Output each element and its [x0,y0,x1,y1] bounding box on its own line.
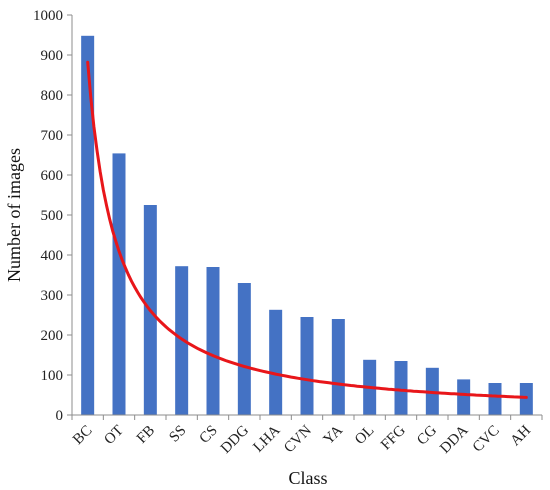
y-tick-label: 100 [41,368,64,384]
x-tick-label: FFG [378,422,409,453]
bar-ot [112,153,126,415]
bar-dda [457,379,471,415]
y-tick-label: 700 [41,128,64,144]
x-axis-title: Class [288,468,327,488]
y-tick-label: 200 [41,328,64,344]
y-tick-label: 1000 [33,8,63,24]
y-tick-label: 0 [56,408,64,424]
y-tick-label: 500 [41,208,64,224]
y-tick-label: 300 [41,288,64,304]
y-tick-label: 900 [41,48,64,64]
y-axis: 0 100 200 300 400 500 600 700 800 900 1000 [33,8,73,424]
x-tick-label: FB [134,423,158,447]
power-trendline [86,60,528,399]
y-tick-label: 400 [41,248,64,264]
y-tick-label: 600 [41,168,64,184]
bars [81,35,533,416]
x-tick-label: OL [352,423,377,448]
bar-ffg [394,361,408,415]
x-tick-label: DDA [437,422,471,456]
bar-cvc [488,383,502,415]
bar-ddg [237,283,251,415]
x-tick-label: CVN [281,422,315,456]
bar-cs [206,267,220,415]
y-tick-label: 800 [41,88,64,104]
x-tick-label: LHA [250,422,283,455]
x-tick-label: OT [101,423,126,448]
x-tick-label: CVC [470,423,503,456]
x-tick-label: YA [321,422,347,448]
bar-cvn [300,317,314,415]
bar-ah [519,383,533,415]
bar-lha [269,309,283,415]
x-tick-label: CG [414,422,440,448]
x-tick-label: BC [70,423,95,448]
y-axis-title: Number of images [4,148,24,282]
x-tick-label: SS [166,423,189,446]
x-tick-label: DDG [218,422,252,456]
trendline [86,60,528,399]
x-tick-label: CS [197,423,221,447]
bar-ya [331,319,345,415]
x-tick-label: AH [508,422,535,449]
bar-bc [81,35,95,416]
